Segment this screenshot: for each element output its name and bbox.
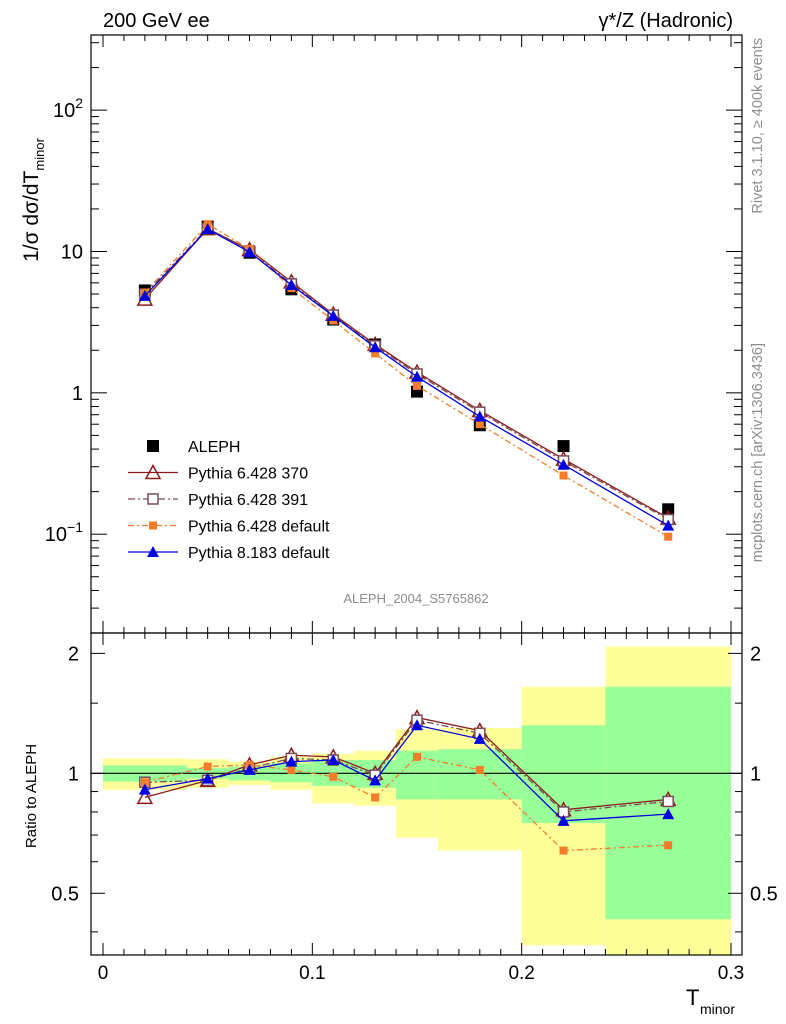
ratio-point-3-7 — [473, 732, 486, 744]
ratio-point-3-3 — [285, 755, 298, 767]
main-point-3-9 — [664, 532, 673, 541]
main-y-axis-label: 1/σ dσ/dTminor — [20, 137, 47, 261]
main-point-3-8 — [559, 471, 568, 480]
ratio-y-tick-label: 1 — [68, 763, 79, 785]
ratio-series-line-1 — [144, 719, 669, 813]
ratio-series-line-2 — [144, 756, 669, 852]
ratio-point-2-5 — [371, 793, 380, 802]
ratio-panel-series — [136, 709, 677, 855]
ratio-point-2-9 — [664, 841, 673, 850]
x-tick-label: 0.3 — [718, 963, 744, 984]
main-series-line-1 — [144, 227, 669, 519]
ratio-point-3-2 — [243, 763, 256, 775]
ratio-series-line-3 — [144, 724, 669, 822]
x-tick-label: 0.2 — [508, 963, 534, 984]
ratio-point-3-8 — [557, 814, 570, 826]
main-point-0-9 — [662, 503, 675, 516]
ratio-y-tick-label-right: 1 — [750, 763, 761, 785]
main-point-4-1 — [201, 223, 214, 235]
mcplots-label: mcplots.cern.ch [arXiv:1306.3436] — [750, 343, 766, 562]
main-point-4-0 — [138, 289, 151, 301]
legend-marker-2 — [147, 493, 159, 505]
main-frame — [90, 34, 743, 634]
ratio-point-3-0 — [138, 783, 151, 795]
ratio-point-2-4 — [329, 772, 338, 781]
main-point-4-4 — [327, 309, 340, 321]
ratio-y-tick-label-right: 2 — [750, 643, 761, 665]
ratio-point-0-0 — [136, 788, 154, 805]
main-point-3-6 — [413, 381, 421, 390]
x-tick-label: 0.1 — [299, 963, 325, 984]
y-tick-label: 1 — [72, 383, 83, 405]
main-point-4-2 — [243, 246, 256, 258]
svg-text:minor: minor — [700, 1001, 735, 1017]
main-point-4-3 — [285, 278, 298, 290]
ratio-y-axis-label: Ratio to ALEPH — [23, 744, 40, 848]
main-panel-series — [136, 220, 677, 541]
ratio-uncertainty-bands — [103, 646, 731, 955]
legend-label-2: Pythia 6.428 391 — [188, 492, 308, 509]
svg-text:T: T — [686, 985, 699, 1010]
legend-marker-1 — [144, 463, 162, 480]
x-tick-label: 0 — [98, 963, 109, 984]
band-inner-7 — [437, 749, 522, 800]
ratio-series-line-0 — [144, 716, 669, 811]
legend-marker-3 — [149, 521, 157, 530]
legend-label-0: ALEPH — [188, 439, 240, 456]
ratio-point-2-1 — [203, 762, 212, 771]
y-tick-label: 10 — [61, 241, 83, 263]
legend-marker-4 — [147, 546, 159, 557]
main-point-3-7 — [475, 420, 484, 429]
main-point-4-6 — [411, 370, 423, 382]
main-point-4-8 — [557, 458, 570, 470]
ratio-y-tick-label-right: 0.5 — [750, 883, 778, 905]
main-point-4-5 — [369, 341, 382, 353]
legend-marker-0 — [147, 440, 159, 452]
main-series-line-4 — [144, 228, 669, 527]
main-series-line-2 — [144, 227, 669, 521]
ratio-y-tick-label: 0.5 — [51, 883, 79, 905]
main-point-0-8 — [557, 440, 570, 453]
legend-label-4: Pythia 8.183 default — [188, 545, 330, 562]
legend: ALEPH Pythia 6.428 370 Pythia 6.428 391 Pyt… — [128, 439, 330, 562]
x-axis-label: T minor — [686, 985, 735, 1017]
ratio-point-2-8 — [559, 846, 568, 855]
ratio-point-1-9 — [662, 795, 674, 808]
main-series-line-3 — [144, 223, 669, 538]
header-left: 200 GeV ee — [103, 10, 210, 32]
ratio-point-2-7 — [475, 765, 484, 774]
main-y-axis-label-text: 1/σ dσ/dTminor — [20, 137, 47, 261]
legend-label-1: Pythia 6.428 370 — [188, 466, 308, 483]
ratio-point-2-0 — [140, 778, 149, 787]
ratio-point-3-4 — [327, 754, 340, 766]
main-panel-axes: 10−1 1 10 102 — [45, 34, 743, 634]
y-tick-label: 10−1 — [45, 519, 83, 546]
main-point-4-9 — [662, 519, 675, 531]
legend-label-3: Pythia 6.428 default — [188, 519, 330, 536]
ratio-y-tick-label: 2 — [68, 643, 79, 665]
ratio-panel-axes: 0 0.1 0.2 0.3 0.5 0.5 1 1 2 2 — [51, 632, 778, 984]
y-tick-label: 102 — [53, 95, 83, 122]
main-point-4-7 — [473, 410, 486, 422]
header-right: γ*/Z (Hadronic) — [599, 10, 733, 32]
main-point-3-5 — [371, 349, 380, 358]
analysis-id: ALEPH_2004_S5765862 — [343, 591, 488, 606]
ratio-point-3-1 — [201, 772, 214, 784]
ratio-point-3-9 — [662, 808, 675, 820]
ratio-point-2-3 — [287, 765, 296, 774]
ratio-point-2-6 — [413, 752, 421, 761]
ratio-point-3-5 — [369, 774, 382, 786]
rivet-label: Rivet 3.1.10, ≥ 400k events — [750, 38, 766, 214]
ratio-point-3-6 — [411, 719, 423, 731]
